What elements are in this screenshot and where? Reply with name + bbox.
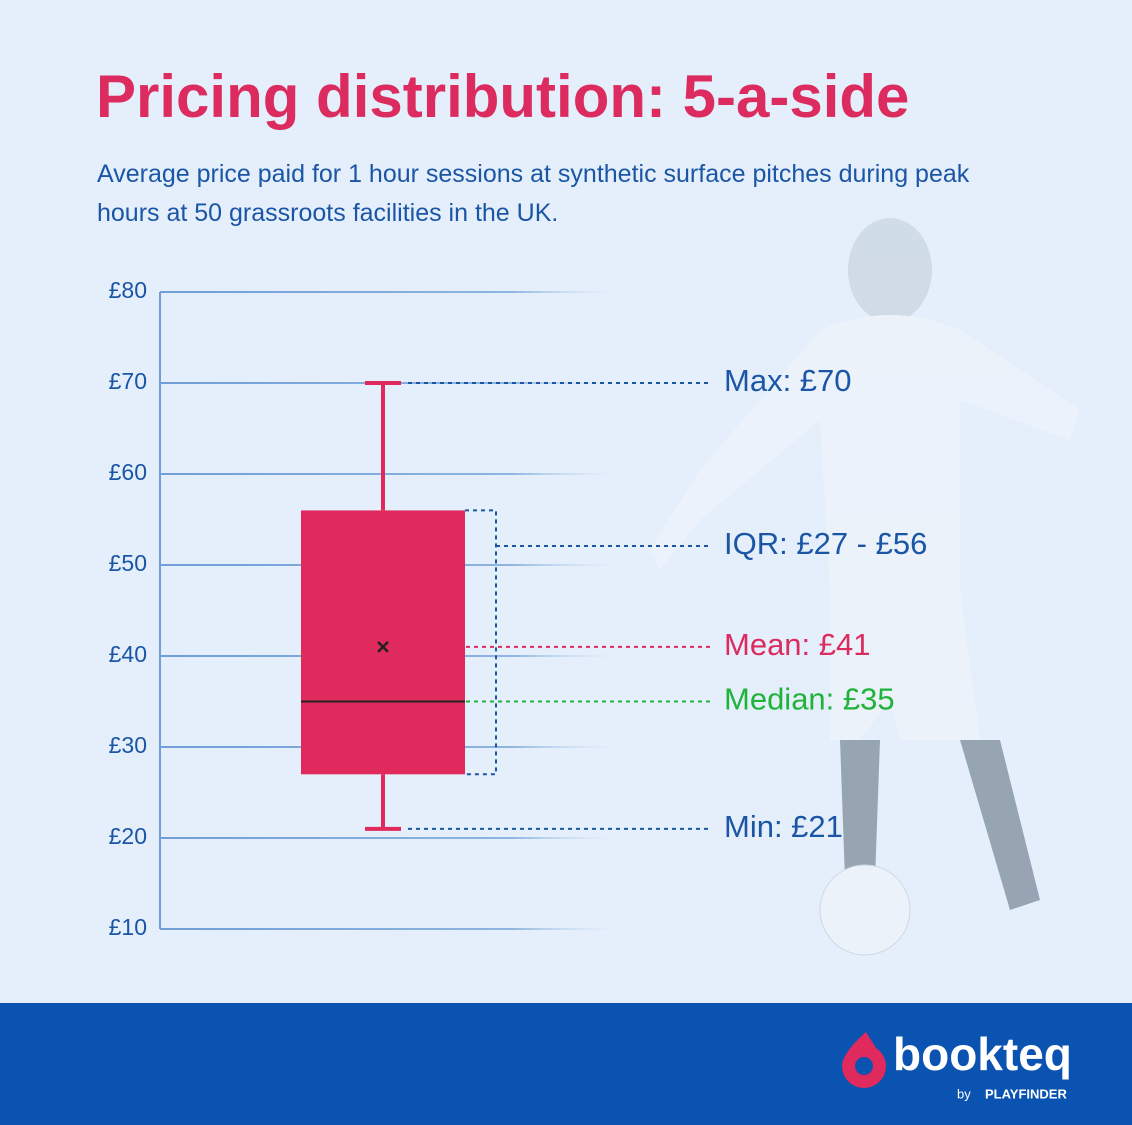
y-tick-label: £60 [109,459,147,485]
annotation: Mean: £41 [724,627,871,662]
y-tick-label: £50 [109,550,147,576]
brand-partner: PLAYFINDER [985,1086,1067,1101]
y-tick-label: £20 [109,823,147,849]
footer-band [0,1003,1132,1125]
chart-title: Pricing distribution: 5-a-side [96,63,910,130]
annotation: Max: £70 [724,363,852,398]
y-tick-label: £40 [109,641,147,667]
brand-logo-hole [855,1057,873,1075]
y-tick-label: £30 [109,732,147,758]
brand-by: by [957,1086,971,1101]
annotation: Median: £35 [724,682,895,717]
y-tick-label: £80 [109,277,147,303]
chart-subtitle: Average price paid for 1 hour sessions a… [97,160,970,227]
y-tick-label: £10 [109,914,147,940]
y-tick-label: £70 [109,368,147,394]
mean-marker [377,641,389,653]
brand-name: bookteq [893,1028,1072,1080]
box [301,510,465,775]
background [0,0,1132,1003]
annotation: Min: £21 [724,809,843,844]
iqr-bracket [465,509,497,776]
annotation: IQR: £27 - £56 [724,526,927,561]
player-silhouette [650,218,1080,956]
